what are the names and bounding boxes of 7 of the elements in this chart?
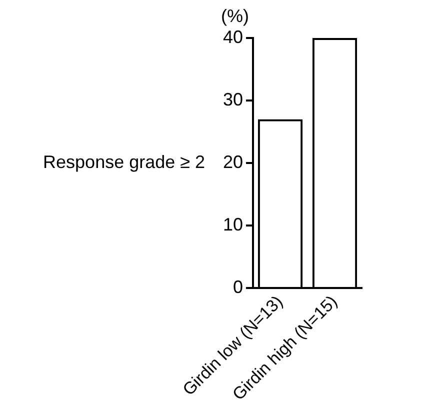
- y-tick-label: 20: [222, 152, 244, 172]
- text: Response grade ≥ 2: [43, 152, 206, 172]
- y-tick-label: 0: [233, 276, 244, 297]
- y-tick-label: 30: [222, 89, 244, 110]
- y-tick-label: 10: [222, 214, 244, 234]
- y-tick-label: 40: [222, 26, 244, 47]
- y-axis-title: (%): [221, 6, 250, 26]
